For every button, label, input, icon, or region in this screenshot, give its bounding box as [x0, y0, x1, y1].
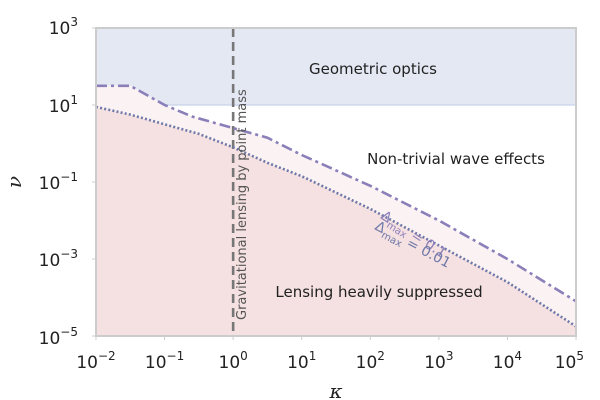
y-axis-ticks: 10−5 10−3 10−1 101 103 [39, 15, 96, 349]
x-tick-label: 100 [219, 349, 248, 373]
y-tick-label: 103 [49, 15, 78, 39]
y-axis-label: ν [2, 176, 26, 188]
geometric-optics-label: Geometric optics [309, 60, 437, 78]
x-tick-label: 105 [555, 349, 584, 373]
suppressed-region [96, 106, 576, 337]
y-tick-label: 10−3 [39, 247, 78, 271]
series-line-dmax-0.01 [95, 105, 577, 328]
x-tick-label: 101 [287, 349, 316, 373]
x-tick-label: 10−1 [145, 349, 184, 373]
x-axis-label: κ [328, 379, 342, 400]
suppressed-label: Lensing heavily suppressed [275, 283, 482, 301]
point-mass-label: Gravitational lensing by point mass [235, 89, 250, 320]
x-tick-label: 103 [424, 349, 453, 373]
y-tick-label: 10−5 [39, 325, 78, 349]
series-line-dmax-0.1 [96, 84, 577, 303]
wave-effects-label: Non-trivial wave effects [367, 150, 545, 168]
x-tick-label: 104 [493, 349, 522, 373]
geometric-optics-region [96, 28, 576, 105]
x-axis-ticks: 10−2 10−1 100 101 102 103 104 105 [76, 336, 584, 373]
wave-effects-band [96, 85, 576, 327]
y-tick-label: 10−1 [39, 170, 78, 194]
y-tick-label: 101 [49, 93, 78, 117]
x-tick-label: 10−2 [76, 349, 115, 373]
x-tick-label: 102 [356, 349, 385, 373]
